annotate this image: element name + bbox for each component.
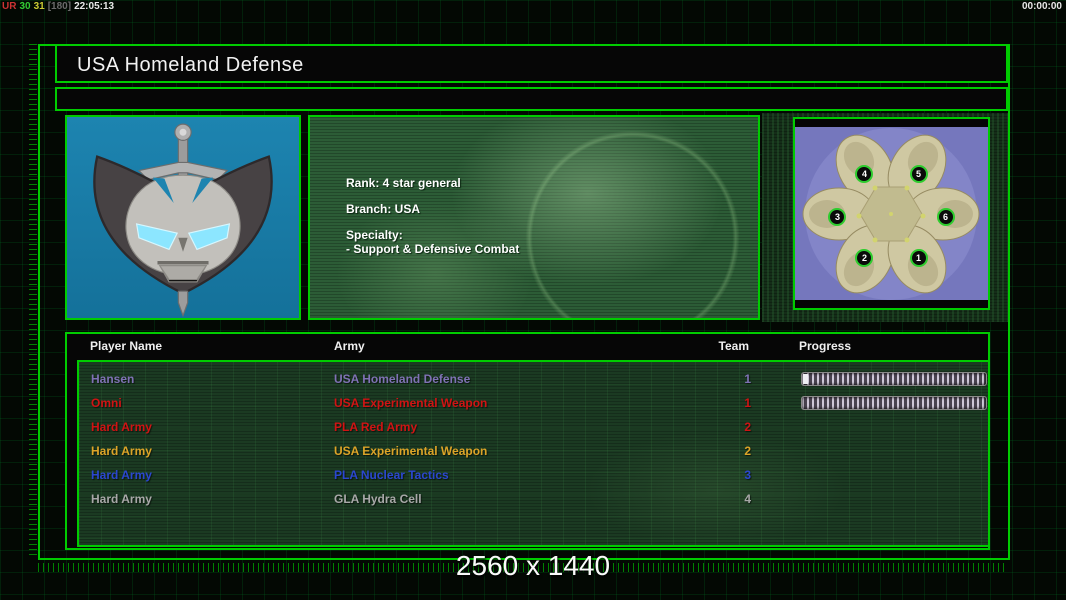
subtitle-bar — [55, 87, 1008, 111]
player-name-cell: Hard Army — [91, 492, 152, 506]
progress-bar — [801, 396, 987, 410]
player-name-cell: Hansen — [91, 372, 135, 386]
column-header-progress: Progress — [799, 339, 852, 353]
map-start-marker: 6 — [936, 207, 955, 226]
map-preview-panel: 4 5 3 6 2 1 — [793, 117, 990, 310]
army-cell: USA Experimental Weapon — [334, 396, 488, 410]
progress-bar — [801, 372, 987, 386]
team-cell: 4 — [744, 492, 751, 506]
resolution-label: 2560 x 1440 — [455, 550, 611, 581]
status-token: 31 — [33, 1, 45, 12]
title-bar: USA Homeland Defense — [55, 44, 1008, 83]
table-row: Omni USA Experimental Weapon 1 — [79, 392, 988, 416]
sword-tip — [177, 290, 189, 318]
army-cell: USA Homeland Defense — [334, 372, 471, 386]
status-token: 22:05:13 — [74, 1, 115, 12]
map-preview-image: 4 5 3 6 2 1 — [795, 127, 988, 300]
game-timer: 00:00:00 — [1021, 1, 1062, 12]
specialty-label: Specialty: — [346, 228, 403, 242]
army-cell: USA Experimental Weapon — [334, 444, 488, 458]
bottom-ruler — [38, 563, 1008, 572]
column-header-player-name: Player Name — [90, 339, 163, 353]
team-cell: 2 — [744, 444, 751, 458]
player-name-cell: Hard Army — [91, 420, 152, 434]
general-info-text: Rank: 4 star general Branch: USA Special… — [346, 177, 519, 256]
map-start-marker: 1 — [909, 249, 928, 268]
map-start-marker: 4 — [855, 164, 874, 183]
army-cell: PLA Nuclear Tactics — [334, 468, 449, 482]
table-row: Hard Army PLA Nuclear Tactics 3 — [79, 464, 988, 488]
column-header-team: Team — [718, 339, 749, 353]
team-cell: 1 — [744, 396, 751, 410]
team-cell: 2 — [744, 420, 751, 434]
debug-readout: UR 30 31 [180] 22:05:13 — [2, 1, 117, 12]
map-start-marker: 3 — [828, 207, 847, 226]
map-markers: 4 5 3 6 2 1 — [795, 127, 988, 300]
status-token: UR — [2, 1, 17, 12]
player-name-cell: Hard Army — [91, 468, 152, 482]
status-bar: UR 30 31 [180] 22:05:13 00:00:00 — [0, 0, 1066, 14]
progress-bar-cap — [803, 374, 808, 384]
specialty-line: - Support & Defensive Combat — [346, 242, 520, 256]
team-cell: 1 — [744, 372, 751, 386]
map-title: USA Homeland Defense — [77, 54, 304, 76]
table-row: Hard Army PLA Red Army 2 — [79, 416, 988, 440]
left-ruler — [29, 44, 37, 558]
column-header-army: Army — [334, 339, 365, 353]
team-cell: 3 — [744, 468, 751, 482]
map-start-marker: 2 — [855, 249, 874, 268]
player-rows: Hansen USA Homeland Defense 1 Omni USA E… — [77, 360, 990, 547]
table-row: Hard Army GLA Hydra Cell 4 — [79, 488, 988, 512]
skull-icon — [125, 174, 241, 283]
player-name-cell: Omni — [91, 396, 122, 410]
player-name-cell: Hard Army — [91, 444, 152, 458]
faction-emblem-panel — [65, 115, 301, 320]
table-row: Hard Army USA Experimental Weapon 2 — [79, 440, 988, 464]
player-table-panel: Player Name Army Team Progress Hansen US… — [65, 332, 990, 550]
status-token: 30 — [19, 1, 31, 12]
faction-emblem-icon — [93, 123, 273, 318]
map-start-marker: 5 — [909, 164, 928, 183]
table-row: Hansen USA Homeland Defense 1 — [79, 368, 988, 392]
status-token: [180] — [47, 1, 72, 12]
rank-line: Rank: 4 star general — [346, 176, 461, 190]
general-info-panel: Rank: 4 star general Branch: USA Special… — [308, 115, 760, 320]
army-cell: GLA Hydra Cell — [334, 492, 422, 506]
army-cell: PLA Red Army — [334, 420, 418, 434]
table-header-row: Player Name Army Team Progress — [67, 339, 988, 359]
branch-line: Branch: USA — [346, 202, 421, 216]
